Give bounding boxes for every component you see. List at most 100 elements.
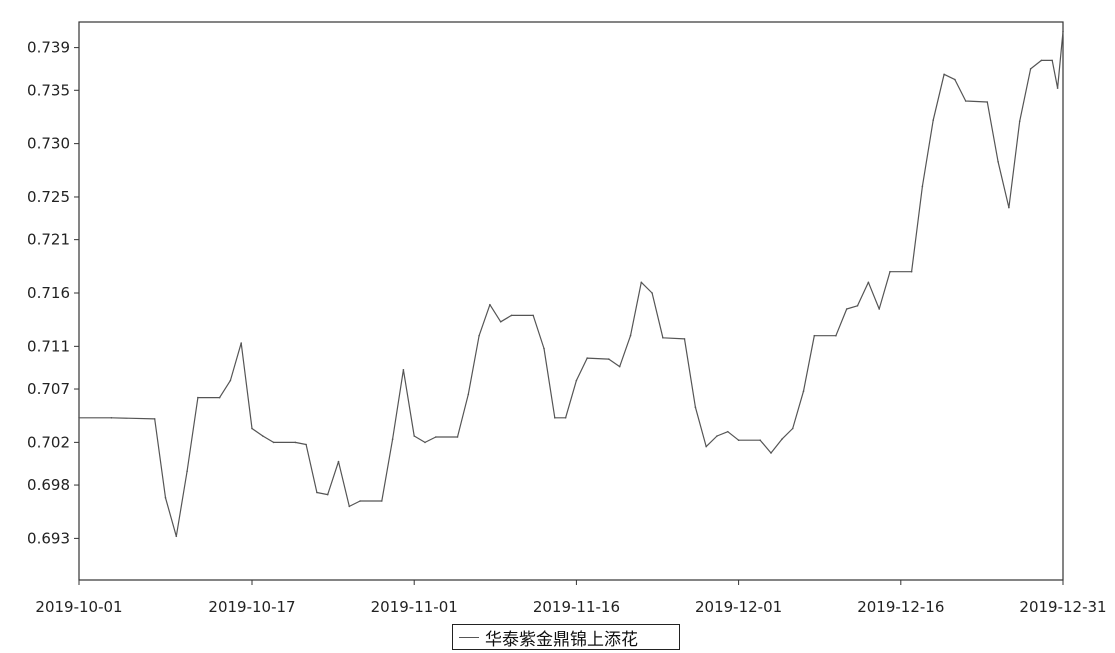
data-point — [705, 445, 707, 448]
data-point — [305, 443, 307, 446]
data-point — [878, 308, 880, 310]
data-point — [608, 358, 610, 360]
data-point — [251, 427, 253, 430]
data-point — [640, 281, 643, 284]
data-point — [845, 308, 848, 310]
data-point — [456, 436, 459, 438]
data-point — [359, 500, 361, 502]
data-point — [424, 441, 426, 444]
y-tick-label: 0.730 — [27, 135, 70, 153]
data-point — [1051, 59, 1053, 62]
data-point — [435, 436, 437, 438]
y-tick-label: 0.721 — [27, 231, 70, 249]
data-point — [781, 438, 783, 441]
data-point — [164, 497, 167, 499]
data-point — [197, 396, 199, 399]
legend-swatch — [459, 636, 479, 638]
y-tick-label: 0.711 — [27, 337, 70, 355]
data-point — [727, 430, 729, 433]
x-tick-label: 2019-10-17 — [208, 598, 295, 616]
data-point — [813, 334, 816, 337]
data-point — [910, 270, 913, 273]
data-point — [651, 292, 653, 294]
data-point — [629, 334, 632, 337]
data-point — [1056, 87, 1059, 89]
data-point — [1029, 68, 1032, 70]
data-point — [737, 439, 740, 442]
x-tick-label: 2019-12-31 — [1019, 598, 1106, 616]
data-point — [662, 337, 664, 339]
data-point — [175, 535, 178, 538]
data-point — [856, 305, 859, 307]
data-point — [554, 417, 556, 419]
data-point — [110, 417, 113, 419]
data-point — [835, 334, 837, 337]
data-point — [543, 347, 545, 350]
data-point — [867, 281, 870, 284]
data-point — [489, 303, 491, 306]
y-tick-label: 0.693 — [27, 529, 70, 547]
data-point — [240, 342, 242, 344]
y-tick-label: 0.739 — [27, 39, 70, 57]
data-point — [921, 185, 924, 188]
data-point — [986, 101, 989, 103]
data-point — [478, 334, 480, 337]
data-point — [889, 270, 891, 273]
data-point — [932, 119, 934, 121]
y-tick-label: 0.716 — [27, 284, 70, 302]
x-tick-label: 2019-12-16 — [857, 598, 944, 616]
y-tick-label: 0.725 — [27, 188, 70, 206]
data-point — [1062, 30, 1064, 33]
data-point — [391, 438, 394, 441]
data-point — [770, 452, 772, 454]
data-point — [964, 100, 967, 102]
data-point — [759, 439, 761, 442]
data-point — [683, 338, 686, 340]
plot-area — [78, 21, 1064, 581]
y-tick-label: 0.702 — [27, 433, 70, 451]
x-axis: 2019-10-01 2019-10-17 2019-11-01 2019-11-16… — [35, 580, 1107, 616]
x-tick-label: 2019-11-01 — [371, 598, 458, 616]
data-point — [381, 500, 383, 502]
data-point — [229, 379, 232, 382]
data-point — [802, 390, 805, 393]
data-point — [943, 73, 945, 76]
data-point — [510, 314, 513, 317]
data-point — [586, 357, 588, 359]
y-tick-label: 0.698 — [27, 476, 70, 494]
data-point — [618, 365, 621, 368]
y-tick-label: 0.707 — [27, 380, 70, 398]
data-point — [402, 369, 405, 371]
data-point — [337, 460, 340, 463]
data-point — [564, 417, 567, 419]
data-point — [294, 441, 297, 444]
series-layer — [78, 30, 1064, 538]
data-point — [413, 435, 416, 437]
data-point — [1008, 206, 1010, 209]
data-point — [467, 393, 470, 396]
data-point — [499, 321, 502, 323]
x-tick-label: 2019-10-01 — [35, 598, 122, 616]
data-point — [1040, 59, 1043, 62]
y-axis: 0.693 0.698 0.702 0.707 0.711 0.716 0.721 0.725… — [27, 39, 79, 547]
data-point — [716, 435, 718, 437]
data-point — [575, 379, 578, 382]
data-point — [532, 314, 534, 317]
data-point — [326, 493, 329, 496]
data-point — [791, 427, 794, 430]
data-point — [262, 435, 264, 437]
y-tick-label: 0.735 — [27, 81, 70, 99]
data-point — [186, 470, 188, 473]
legend: 华泰紫金鼎锦上添花 — [452, 624, 680, 650]
data-point — [694, 406, 697, 409]
data-point — [954, 78, 956, 81]
data-point — [218, 396, 221, 399]
x-tick-label: 2019-12-01 — [695, 598, 782, 616]
legend-label: 华泰紫金鼎锦上添花 — [485, 629, 638, 650]
data-point — [153, 418, 156, 420]
data-point — [997, 161, 999, 163]
data-point — [272, 441, 275, 444]
data-point — [1018, 120, 1021, 122]
x-tick-label: 2019-11-16 — [533, 598, 620, 616]
